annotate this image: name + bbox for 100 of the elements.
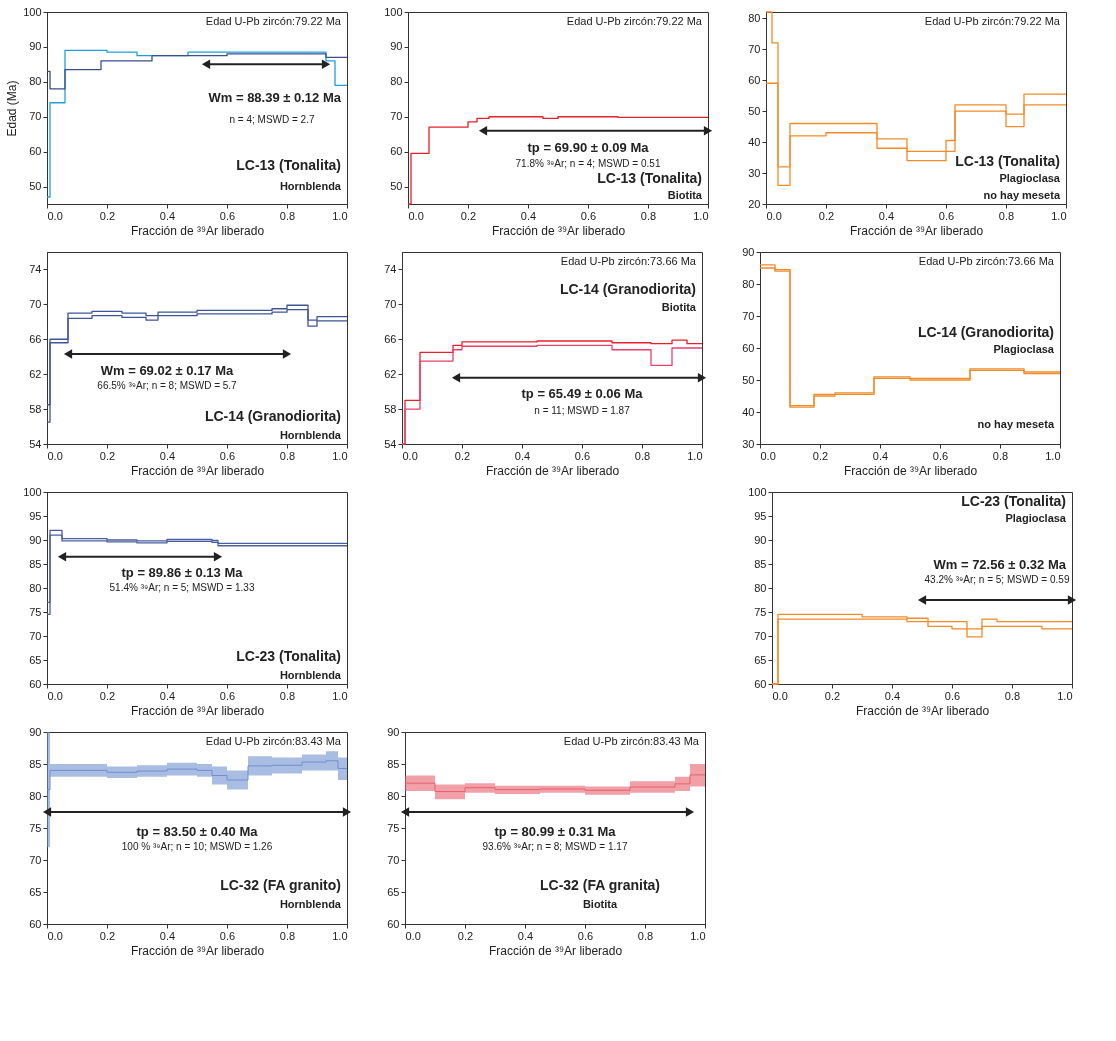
y-tick-label: 75 <box>387 821 400 834</box>
x-tick-label: 0.2 <box>454 449 471 462</box>
y-tick-label: 65 <box>29 885 42 898</box>
x-tick-label: 0.0 <box>766 209 782 222</box>
x-tick-label: 1.0 <box>332 209 348 222</box>
annotation: no hay meseta <box>983 189 1061 202</box>
x-tick-label: 0.6 <box>219 929 236 942</box>
annotation: LC-23 (Tonalita) <box>236 648 341 665</box>
y-tick-label: 60 <box>29 145 42 158</box>
y-tick-label: 40 <box>742 405 755 418</box>
x-axis-title: Fracción de ³⁹Ar liberado <box>130 223 265 238</box>
x-tick-label: 1.0 <box>332 449 348 462</box>
x-tick-label: 1.0 <box>1051 209 1067 222</box>
x-axis-title: Fracción de ³⁹Ar liberado <box>855 703 990 718</box>
y-tick-label: 50 <box>748 104 761 117</box>
y-tick-label: 50 <box>742 373 755 386</box>
y-tick-label: 70 <box>29 110 42 123</box>
annotation: LC-13 (Tonalita) <box>236 156 341 173</box>
annotation: Hornblenda <box>279 897 342 910</box>
x-tick-label: 0.2 <box>99 689 116 702</box>
annotation: n = 11; MSWD = 1.87 <box>534 405 631 417</box>
annotation: Edad U-Pb zircón:83.43 Ma <box>205 734 342 747</box>
annotation: no hay meseta <box>977 417 1055 430</box>
y-tick-label: 90 <box>754 533 767 546</box>
y-tick-label: 66 <box>384 332 397 345</box>
annotation: 43.2% ³⁹Ar; n = 5; MSWD = 0.59 <box>924 574 1070 586</box>
y-tick-label: 62 <box>384 367 397 380</box>
x-tick-label: 0.0 <box>405 929 421 942</box>
x-tick-label: 0.2 <box>99 209 116 222</box>
y-tick-label: 75 <box>29 605 42 618</box>
x-tick-label: 0.0 <box>760 449 776 462</box>
y-tick-label: 70 <box>742 309 755 322</box>
x-tick-label: 0.0 <box>402 449 418 462</box>
annotation: 51.4% ³⁹Ar; n = 5; MSWD = 1.33 <box>109 582 255 593</box>
y-tick-label: 90 <box>29 533 42 546</box>
annotation: 100 % ³⁹Ar; n = 10; MSWD = 1.26 <box>121 841 273 853</box>
y-tick-label: 70 <box>387 853 400 866</box>
annotation: tp = 89.86 ± 0.13 Ma <box>121 564 244 580</box>
x-tick-label: 0.6 <box>932 449 949 462</box>
x-tick-label: 0.8 <box>1004 689 1021 702</box>
x-tick-label: 0.2 <box>460 209 477 222</box>
y-tick-label: 30 <box>742 437 755 450</box>
annotation: Hornblenda <box>279 669 342 682</box>
y-tick-label: 58 <box>384 402 397 415</box>
x-tick-label: 0.0 <box>47 209 63 222</box>
y-tick-label: 90 <box>29 40 42 53</box>
x-tick-label: 0.8 <box>279 689 296 702</box>
y-tick-label: 54 <box>384 437 397 450</box>
y-tick-label: 100 <box>23 485 42 498</box>
annotation: tp = 83.50 ± 0.40 Ma <box>136 823 259 839</box>
x-tick-label: 0.8 <box>279 929 296 942</box>
x-axis-title: Fracción de ³⁹Ar liberado <box>130 463 265 478</box>
y-tick-label: 58 <box>29 402 42 415</box>
y-tick-label: 74 <box>29 262 42 275</box>
x-tick-label: 0.2 <box>457 929 474 942</box>
x-tick-label: 1.0 <box>1057 689 1073 702</box>
x-tick-label: 0.4 <box>878 209 895 222</box>
x-tick-label: 0.0 <box>47 929 63 942</box>
annotation: tp = 65.49 ± 0.06 Ma <box>521 386 644 402</box>
x-tick-label: 0.8 <box>992 449 1009 462</box>
annotation: Edad U-Pb zircón:83.43 Ma <box>563 734 700 747</box>
y-tick-label: 60 <box>29 677 42 690</box>
y-tick-label: 60 <box>387 917 400 930</box>
y-tick-label: 100 <box>748 485 767 498</box>
annotation: LC-23 (Tonalita) <box>961 492 1066 509</box>
annotation: n = 4; MSWD = 2.7 <box>229 113 315 125</box>
x-tick-label: 0.8 <box>279 449 296 462</box>
y-tick-label: 80 <box>29 75 42 88</box>
x-tick-label: 0.4 <box>159 449 176 462</box>
annotation: Plagioclasa <box>1005 511 1067 524</box>
y-tick-label: 95 <box>754 509 767 522</box>
x-tick-label: 0.6 <box>219 689 236 702</box>
x-tick-label: 1.0 <box>332 929 348 942</box>
x-tick-label: 0.0 <box>408 209 424 222</box>
y-tick-label: 80 <box>387 789 400 802</box>
annotation: LC-14 (Granodiorita) <box>559 281 696 298</box>
annotation: LC-13 (Tonalita) <box>597 170 702 187</box>
annotation: LC-32 (FA granito) <box>220 876 341 893</box>
y-tick-label: 60 <box>754 677 767 690</box>
annotation: Edad U-Pb zircón:79.22 Ma <box>566 14 703 27</box>
x-tick-label: 0.2 <box>99 929 116 942</box>
x-tick-label: 0.6 <box>938 209 955 222</box>
y-tick-label: 65 <box>754 653 767 666</box>
x-tick-label: 0.6 <box>580 209 597 222</box>
y-tick-label: 85 <box>29 757 42 770</box>
y-tick-label: 50 <box>390 180 403 193</box>
x-tick-label: 0.6 <box>577 929 594 942</box>
y-tick-label: 40 <box>748 135 761 148</box>
annotation: Hornblenda <box>279 179 342 192</box>
y-tick-label: 66 <box>29 332 42 345</box>
x-axis-title: Fracción de ³⁹Ar liberado <box>843 463 978 478</box>
x-axis-title: Fracción de ³⁹Ar liberado <box>491 223 626 238</box>
x-tick-label: 0.2 <box>812 449 829 462</box>
x-tick-label: 0.0 <box>772 689 788 702</box>
y-tick-label: 100 <box>23 5 42 18</box>
x-tick-label: 0.8 <box>640 209 657 222</box>
annotation: 71.8% ³⁹Ar; n = 4; MSWD = 0.51 <box>515 157 661 169</box>
y-tick-label: 80 <box>754 581 767 594</box>
x-tick-label: 0.4 <box>159 209 176 222</box>
y-tick-label: 62 <box>29 367 42 380</box>
